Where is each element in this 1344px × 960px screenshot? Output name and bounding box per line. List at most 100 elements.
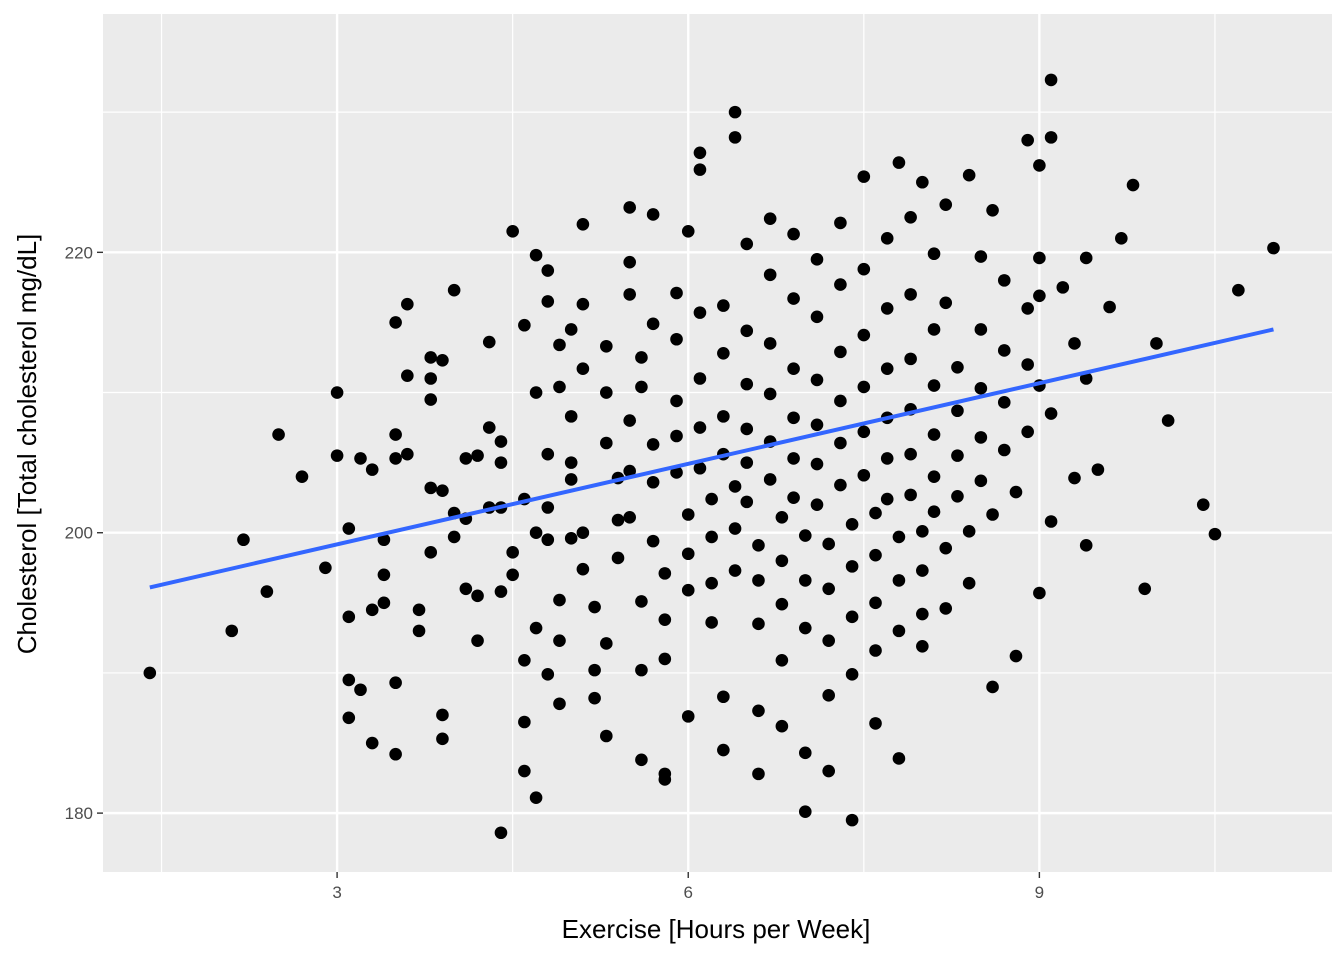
data-point [553,634,566,647]
data-point [365,603,379,617]
data-point [740,422,754,436]
data-point [892,530,906,544]
data-point [822,634,835,647]
data-point [787,411,800,425]
data-point [424,393,438,406]
data-point [904,447,917,461]
data-point [576,297,590,311]
data-point [974,382,988,395]
data-point [986,508,999,521]
data-point [939,198,953,211]
data-point [1056,281,1070,294]
data-point [810,457,824,471]
data-point [857,262,871,276]
data-point [658,773,672,786]
data-point [576,526,590,540]
data-point [459,452,473,465]
data-point [401,369,414,383]
data-point [553,338,566,352]
data-point [904,488,917,502]
data-point [670,394,683,408]
data-point [1079,539,1093,552]
data-point [529,526,543,540]
data-point [740,377,754,391]
data-point [412,603,426,617]
data-point [834,278,847,291]
data-point [600,729,613,743]
data-point [927,323,941,336]
data-point [728,522,742,535]
data-point [1068,471,1081,485]
data-point [494,435,508,448]
data-point [1021,358,1034,371]
data-point [1208,527,1222,541]
data-point [389,428,402,441]
data-point [389,452,402,465]
x-tick-label: 3 [332,883,341,902]
data-point [401,297,414,311]
data-point [529,248,543,262]
data-point [857,380,871,394]
data-point [892,624,906,638]
data-point [857,425,871,439]
data-point [869,596,882,610]
data-point [658,567,672,580]
data-point [857,468,871,482]
data-point [810,498,824,511]
data-point [1138,582,1152,596]
x-axis-ticks: 3 6 9 [332,872,1044,902]
data-point [1150,337,1163,350]
data-point [717,690,730,704]
data-point [576,362,590,375]
x-axis-title: Exercise [Hours per Week] [562,914,871,944]
data-point [916,175,929,189]
data-point [728,105,742,119]
data-point [389,316,402,329]
data-point [330,386,344,399]
data-point [1267,241,1280,255]
data-point [787,452,800,465]
data-point [740,456,754,469]
data-point [564,323,578,336]
data-point [330,449,344,462]
data-point [892,156,906,169]
data-point [834,345,847,359]
data-point [775,554,789,568]
data-point [1033,289,1046,303]
data-point [845,668,859,681]
data-point [986,203,999,217]
data-point [564,473,578,486]
data-point [880,302,894,315]
data-point [447,530,461,544]
data-point [670,332,683,346]
data-point [1033,586,1046,600]
data-point [1091,463,1105,476]
data-point [342,711,356,725]
data-point [822,537,835,551]
data-point [728,564,742,577]
data-point [1079,372,1093,385]
y-tick-label: 220 [65,243,93,262]
data-point [880,452,894,465]
data-point [763,268,777,282]
data-point [1079,251,1093,265]
data-point [869,644,882,657]
x-tick-label: 6 [684,883,693,902]
data-point [611,513,625,527]
data-point [880,232,894,245]
data-point [272,428,285,441]
data-point [787,292,800,305]
data-point [845,560,859,573]
data-point [541,501,555,514]
data-point [143,666,157,680]
data-point [787,491,800,504]
data-point [997,443,1011,457]
data-point [752,539,765,552]
data-point [658,652,672,666]
data-point [834,436,847,450]
data-point [916,525,929,538]
data-point [775,719,789,733]
data-point [1033,251,1046,265]
data-point [927,505,941,518]
data-point [834,394,847,408]
